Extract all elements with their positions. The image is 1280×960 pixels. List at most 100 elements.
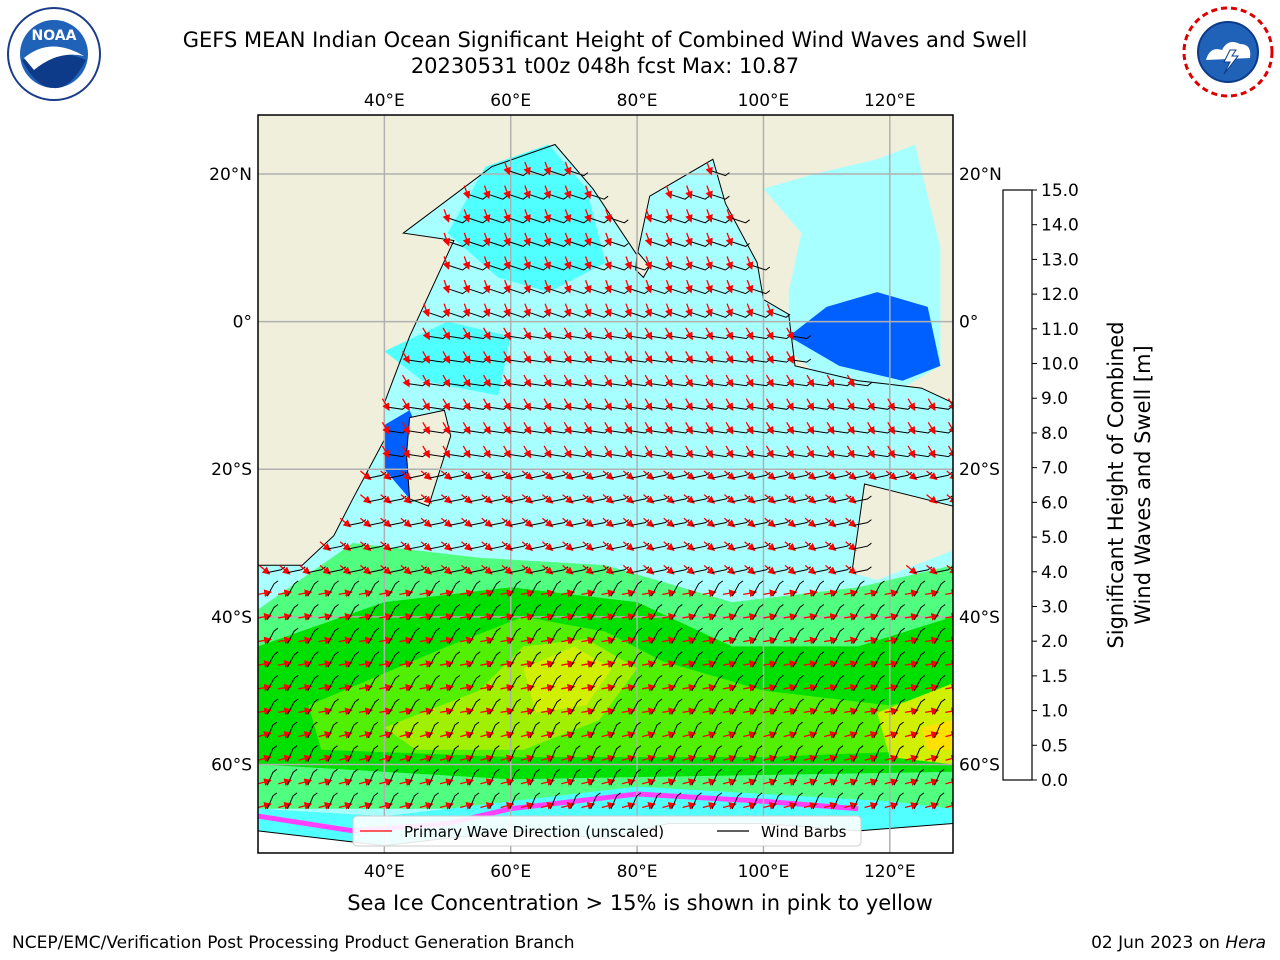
- wind-barb: [287, 698, 299, 715]
- wave-arrow: [419, 636, 434, 645]
- wind-barb: [651, 721, 662, 739]
- wave-arrow: [925, 754, 940, 763]
- x-tick-label-top: 100°E: [738, 91, 790, 111]
- wave-arrow: [459, 683, 475, 692]
- wind-barb: [630, 721, 642, 739]
- wave-arrow: [563, 351, 572, 364]
- wind-barb: [590, 768, 601, 786]
- wave-arrow: [480, 589, 495, 598]
- wind-barb: [873, 721, 884, 739]
- wave-arrow: [705, 303, 713, 318]
- wave-arrow: [682, 613, 697, 621]
- wave-arrow: [846, 374, 855, 388]
- wave-arrow: [682, 731, 697, 739]
- wave-arrow: [561, 802, 576, 810]
- wave-arrow: [786, 374, 794, 388]
- wave-arrow: [642, 802, 656, 810]
- wind-barb: [913, 721, 925, 739]
- wind-barb: [913, 745, 925, 762]
- colorbar-tick-label: 3.0: [1041, 597, 1068, 617]
- wave-arrow: [763, 660, 778, 668]
- wind-barb: [671, 651, 683, 668]
- wind-barb: [610, 721, 621, 739]
- wave-arrow: [763, 707, 778, 716]
- wave-arrow: [462, 232, 471, 247]
- wind-barb: [347, 745, 359, 762]
- wind-barb: [347, 580, 360, 597]
- wave-arrow: [722, 754, 737, 763]
- wave-arrow: [621, 778, 636, 786]
- wave-arrow: [806, 374, 815, 388]
- wind-barb: [853, 382, 872, 387]
- wind-barb: [388, 627, 400, 644]
- wind-barb: [812, 580, 825, 597]
- wave-arrow: [379, 613, 394, 621]
- wave-arrow: [561, 683, 576, 692]
- wave-arrow: [685, 327, 693, 341]
- wave-arrow: [543, 421, 552, 435]
- wave-arrow: [298, 660, 313, 668]
- wave-arrow: [399, 707, 414, 716]
- wind-barb: [266, 745, 278, 762]
- wave-arrow: [662, 683, 677, 692]
- wave-arrow: [581, 802, 596, 810]
- wave-arrow: [402, 445, 410, 459]
- wave-arrow: [725, 256, 734, 270]
- wind-barb: [893, 604, 906, 621]
- wind-barb: [367, 698, 380, 715]
- wind-barb: [367, 604, 380, 621]
- wind-barb: [590, 675, 602, 691]
- wave-arrow: [584, 303, 592, 318]
- wind-barb: [873, 580, 885, 597]
- wave-arrow: [904, 683, 919, 692]
- wave-arrow: [924, 660, 940, 668]
- wave-arrow: [561, 707, 576, 716]
- nws-logo: [1182, 6, 1274, 98]
- wave-arrow: [520, 636, 535, 645]
- wave-arrow: [543, 303, 552, 318]
- wind-barb: [772, 721, 783, 739]
- wind-barb: [853, 566, 872, 574]
- wave-arrow: [945, 802, 953, 810]
- wave-arrow: [503, 327, 511, 341]
- wind-barb: [893, 675, 906, 691]
- wind-barb: [327, 768, 338, 786]
- wave-arrow: [763, 613, 778, 621]
- wave-arrow: [823, 589, 839, 598]
- wave-arrow: [887, 421, 895, 435]
- wave-arrow: [884, 636, 899, 645]
- wave-arrow: [381, 398, 390, 412]
- wind-barb: [489, 768, 500, 786]
- x-tick-label-top: 80°E: [617, 91, 658, 111]
- wave-arrow: [258, 589, 272, 598]
- colorbar-tick-label: 5.0: [1041, 528, 1068, 548]
- wind-barb: [812, 651, 825, 668]
- wave-arrow: [705, 161, 713, 176]
- wind-barb: [913, 627, 926, 644]
- wind-barb: [651, 675, 663, 691]
- wave-arrow: [258, 660, 272, 668]
- wave-arrow: [460, 754, 475, 763]
- wave-arrow: [823, 707, 839, 716]
- wind-barb: [469, 675, 481, 691]
- wave-arrow: [604, 256, 612, 270]
- wind-barb: [327, 792, 338, 809]
- wave-arrow: [460, 802, 475, 810]
- wave-arrow: [523, 185, 531, 200]
- wave-arrow: [722, 613, 737, 621]
- wind-barb: [570, 580, 582, 597]
- wave-arrow: [480, 636, 495, 645]
- wave-arrow: [927, 445, 936, 459]
- java-sea-wave-field: [788, 292, 941, 381]
- wave-arrow: [480, 802, 495, 810]
- wave-arrow: [826, 445, 835, 459]
- wind-barb: [731, 604, 744, 621]
- wave-arrow: [765, 445, 774, 459]
- wind-barb: [448, 627, 461, 644]
- wind-barb: [327, 698, 339, 715]
- wave-arrow: [945, 636, 953, 645]
- wind-barb: [913, 792, 925, 809]
- wave-arrow: [644, 303, 653, 318]
- wave-arrow: [459, 707, 475, 716]
- wave-arrow: [745, 327, 754, 341]
